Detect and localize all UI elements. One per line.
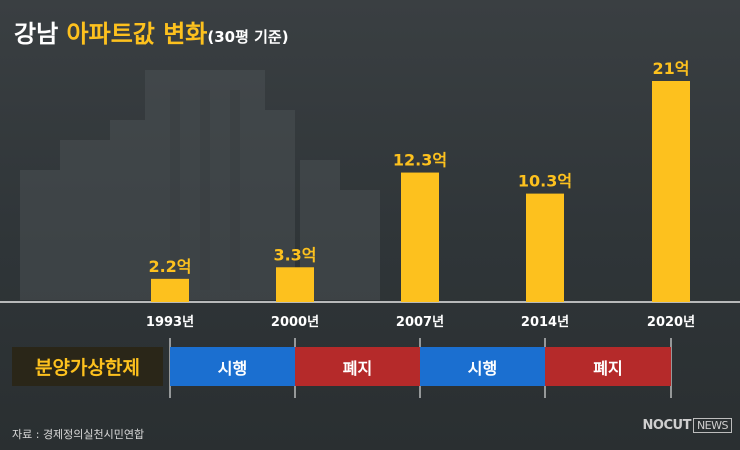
policy-segment-1: 폐지 [295,347,420,386]
x-tick-label-1: 2000년 [271,315,319,330]
title-main: 강남 [14,20,59,48]
x-tick-label-3: 2014년 [521,315,569,330]
bar-4 [652,81,690,302]
bar-0 [151,278,189,302]
bar-value-label-1: 3.3억 [273,245,316,264]
bar-value-label-2: 12.3억 [393,151,447,170]
nocut-news-logo: NOCUT NEWS [643,418,732,433]
bar-value-label-0: 2.2억 [148,257,191,276]
policy-segment-3: 폐지 [545,347,671,386]
x-tick-label-4: 2020년 [647,315,695,330]
bar-value-label-4: 21억 [653,59,690,78]
policy-segment-2: 시행 [420,347,545,386]
logo-main: NOCUT [642,418,692,433]
bar-2 [401,172,439,302]
title-sub: (30평 기준) [207,28,289,46]
bar-value-label-3: 10.3억 [518,172,572,191]
policy-label: 분양가상한제 [12,347,163,386]
bar-1 [276,267,314,302]
bar-3 [526,193,564,302]
chart-title: 강남 아파트값 변화(30평 기준) [14,14,289,49]
x-tick-label-2: 2007년 [396,315,444,330]
policy-segment-0: 시행 [170,347,295,386]
source-note: 자료 : 경제정의실천시민연합 [12,428,145,441]
title-highlight: 아파트값 변화 [66,20,208,48]
logo-box: NEWS [692,418,732,433]
x-tick-label-0: 1993년 [146,315,194,330]
